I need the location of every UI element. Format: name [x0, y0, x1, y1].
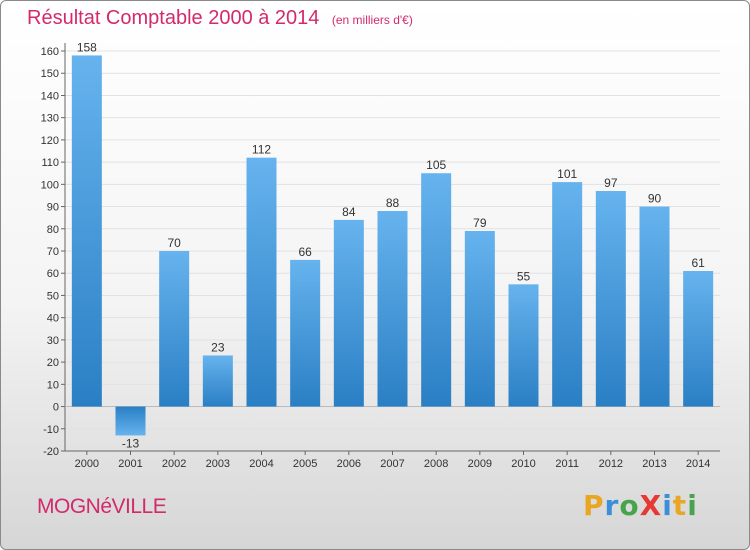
x-tick-label: 2001 [118, 458, 142, 470]
brand-letter: r [604, 489, 620, 522]
x-tick-label: 2012 [599, 458, 623, 470]
brand-letter: i [662, 489, 673, 522]
data-label: 23 [211, 340, 225, 354]
y-tick-label: 30 [47, 335, 59, 347]
y-tick-label: 60 [47, 268, 59, 280]
bar [595, 191, 626, 407]
bar [464, 231, 495, 407]
proxiti-logo: ProXiti [583, 489, 698, 522]
bar [377, 211, 408, 407]
data-label: 66 [298, 245, 312, 259]
x-tick-label: 2007 [380, 458, 404, 470]
y-tick-label: 120 [41, 135, 59, 147]
bar [202, 355, 233, 407]
data-label: 70 [167, 236, 181, 250]
unit-note: (en milliers d'€) [331, 13, 413, 27]
commune-name: MOGNéVILLE [37, 495, 167, 518]
bar [421, 173, 452, 407]
bar [71, 55, 102, 407]
y-tick-label: 140 [41, 90, 59, 102]
bar [333, 219, 364, 407]
y-tick-label: 150 [41, 68, 59, 80]
data-label: 97 [604, 176, 618, 190]
chart-title: Résultat Comptable 2000 à 2014 [27, 7, 320, 29]
y-tick-label: 70 [47, 246, 59, 258]
y-tick-label: -20 [43, 446, 59, 458]
y-tick-label: 90 [47, 202, 59, 214]
bar [552, 182, 583, 407]
brand-letter: P [583, 489, 605, 522]
y-tick-label: 80 [47, 224, 59, 236]
y-tick-label: 10 [47, 379, 59, 391]
data-label: 158 [77, 40, 97, 54]
x-tick-label: 2014 [686, 458, 710, 470]
data-label: 61 [691, 256, 705, 270]
x-tick-label: 2005 [293, 458, 317, 470]
y-tick-label: -10 [43, 424, 59, 436]
y-tick-label: 130 [41, 113, 59, 125]
brand-letter: i [687, 489, 698, 522]
x-tick-label: 2011 [555, 458, 579, 470]
data-label: 112 [252, 143, 271, 157]
bar-chart: -20 -10 0 10 20 30 40 50 60 70 80 90 100 110 120 130 140… [41, 40, 720, 470]
y-tick-label: 0 [53, 402, 59, 414]
x-tick-label: 2003 [206, 458, 230, 470]
data-label: 84 [342, 205, 356, 219]
bar [683, 271, 714, 407]
y-tick-label: 110 [41, 157, 59, 169]
data-label: 101 [557, 167, 577, 181]
bar [115, 406, 146, 436]
data-label: 105 [426, 158, 446, 172]
bar [639, 206, 670, 407]
y-tick-label: 40 [47, 313, 59, 325]
x-tick-label: 2010 [511, 458, 535, 470]
x-tick-label: 2008 [424, 458, 448, 470]
bar [290, 259, 321, 407]
brand-letter: t [672, 489, 688, 522]
x-tick-label: 2002 [162, 458, 186, 470]
brand-letter: o [619, 489, 640, 522]
y-tick-label: 160 [41, 46, 59, 58]
bar [246, 157, 277, 407]
x-tick-label: 2013 [642, 458, 666, 470]
data-label: 55 [517, 269, 531, 283]
x-tick-label: 2000 [75, 458, 99, 470]
data-label: 88 [386, 196, 400, 210]
data-label: 79 [473, 216, 487, 230]
x-tick-label: 2009 [468, 458, 492, 470]
data-label: 90 [648, 192, 662, 206]
x-tick-label: 2004 [249, 458, 273, 470]
y-tick-label: 20 [47, 357, 59, 369]
x-tick-label: 2006 [337, 458, 361, 470]
chart-title-block: Résultat Comptable 2000 à 2014 (en milli… [27, 7, 413, 30]
bar [508, 284, 539, 407]
y-tick-label: 50 [47, 290, 59, 302]
y-tick-label: 100 [41, 179, 59, 191]
bar [159, 251, 190, 407]
brand-letter: X [639, 489, 663, 522]
data-label: -13 [122, 436, 140, 450]
